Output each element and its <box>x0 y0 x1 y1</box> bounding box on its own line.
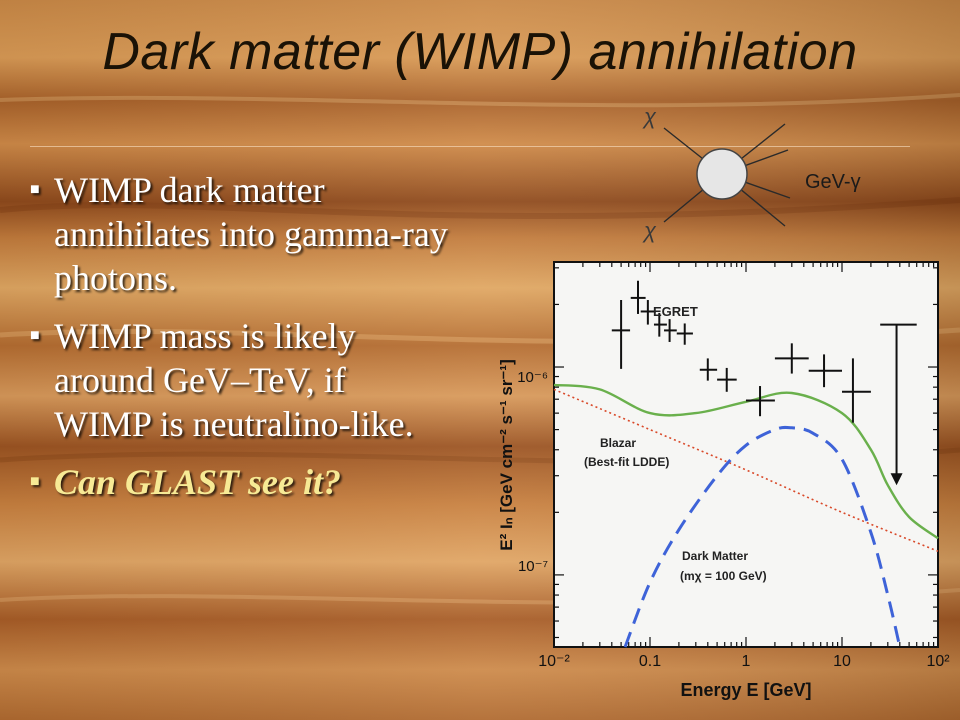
x-tick-label: 0.1 <box>639 653 661 670</box>
square-bullet-icon: ■ <box>30 327 40 344</box>
slide-title: Dark matter (WIMP) annihilation <box>102 23 858 81</box>
x-tick-label: 10⁻² <box>538 653 570 670</box>
square-bullet-icon: ■ <box>30 181 40 198</box>
curve-blue-dashed <box>623 425 902 648</box>
blazar-annotation: (Best-fit LDDE) <box>584 455 669 469</box>
egret-data-point <box>808 354 842 388</box>
bullet-text: Can GLAST see it? <box>54 462 342 502</box>
x-tick-label: 1 <box>742 653 751 670</box>
egret-data-point <box>676 323 693 345</box>
square-bullet-icon: ■ <box>30 473 40 490</box>
gamma-label: GeV-γ <box>805 171 861 193</box>
egret-points <box>611 280 917 486</box>
egret-data-point <box>774 343 809 374</box>
axis-ticks <box>553 262 938 647</box>
chi-label-top: χ <box>642 104 657 129</box>
egret-data-point <box>746 386 775 417</box>
chi-label-bottom: χ <box>642 218 657 243</box>
egret-data-point <box>653 312 667 337</box>
upper-limit-marker <box>880 323 917 486</box>
x-axis-label: Energy E [GeV] <box>680 680 811 700</box>
egret-data-point <box>717 367 737 392</box>
y-tick-label: 10⁻⁷ <box>518 558 548 575</box>
bullet-item-highlight: ■ Can GLAST see it? <box>30 460 450 504</box>
bullet-item: ■ WIMP dark matter annihilates into gamm… <box>30 168 450 300</box>
egret-data-point <box>611 300 631 369</box>
arrow-down-icon <box>890 473 903 486</box>
title-divider <box>30 146 910 147</box>
y-axis-label: E² Iₙ [GeV cm⁻² s⁻¹ sr⁻¹] <box>497 359 516 550</box>
x-tick-label: 10 <box>833 653 851 670</box>
y-tick-label: 10⁻⁶ <box>517 369 548 386</box>
dark-matter-annotation: (mχ = 100 GeV) <box>680 569 767 583</box>
egret-data-point <box>842 358 871 423</box>
dark-matter-annotation: Dark Matter <box>682 549 748 563</box>
bullet-item: ■ WIMP mass is likely around GeV–TeV, if… <box>30 314 450 446</box>
egret-data-point <box>699 358 718 381</box>
egret-annotation: EGRET <box>653 304 698 319</box>
egret-data-point <box>664 319 677 342</box>
bullet-text: WIMP mass is likely around GeV–TeV, if W… <box>54 316 414 444</box>
model-curves <box>553 383 939 648</box>
egret-data-point <box>640 300 656 325</box>
annihilation-vertex-icon <box>696 148 748 200</box>
bullet-text: WIMP dark matter annihilates into gamma-… <box>54 170 448 298</box>
annihilation-diagram: χ χ GeV-γ <box>642 104 861 243</box>
x-tick-label: 10² <box>926 653 950 670</box>
egret-data-point <box>630 280 646 314</box>
curve-green-solid <box>553 383 939 540</box>
spectrum-chart: 10⁻² 0.1 1 10 10² 10⁻⁶ 10⁻⁷ Energy E [Ge… <box>497 261 950 700</box>
bullet-list: ■ WIMP dark matter annihilates into gamm… <box>30 168 450 518</box>
blazar-annotation: Blazar <box>600 436 636 450</box>
